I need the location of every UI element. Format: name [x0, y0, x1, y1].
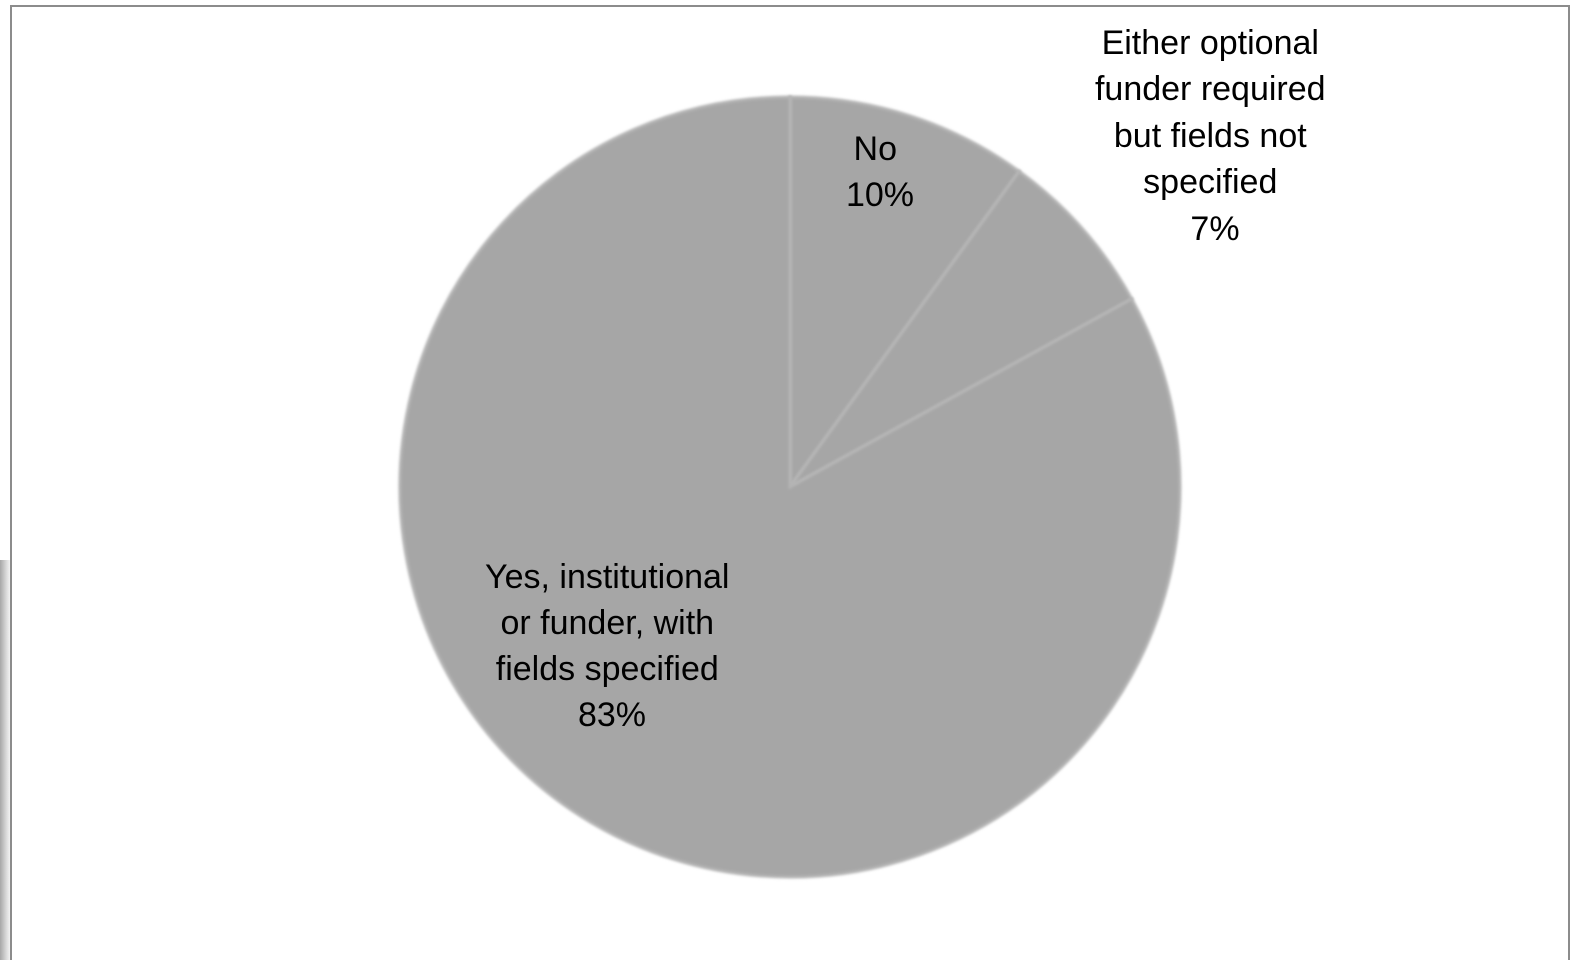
- pie-slice-no: [788, 95, 1022, 492]
- slice-label-either-optional: Either optional funder required but fiel…: [1095, 24, 1335, 248]
- slice-label-yes-line-1: Yes, institutional: [485, 558, 729, 596]
- slice-label-yes-line-2: or funder, with: [500, 604, 714, 642]
- background-edge: [0, 560, 12, 960]
- pie-slices: [398, 95, 1182, 879]
- pie-slice-either-optional: [788, 169, 1134, 489]
- slice-label-either-line-3: but fields not: [1114, 117, 1307, 155]
- slice-label-yes: Yes, institutional or funder, with field…: [485, 558, 739, 734]
- slice-label-no: No 10%: [846, 130, 914, 214]
- slice-label-yes-percent: 83%: [578, 696, 646, 734]
- slice-label-no-line-1: No: [854, 130, 897, 168]
- slice-label-either-percent: 7%: [1190, 210, 1239, 248]
- slice-label-either-line-4: specified: [1143, 163, 1277, 201]
- pie-slice-yes: [398, 95, 1182, 879]
- slice-label-no-percent: 10%: [846, 176, 914, 214]
- slice-label-either-line-2: funder required: [1095, 70, 1326, 108]
- slice-label-yes-line-3: fields specified: [496, 650, 719, 688]
- slice-label-either-line-1: Either optional: [1102, 24, 1319, 62]
